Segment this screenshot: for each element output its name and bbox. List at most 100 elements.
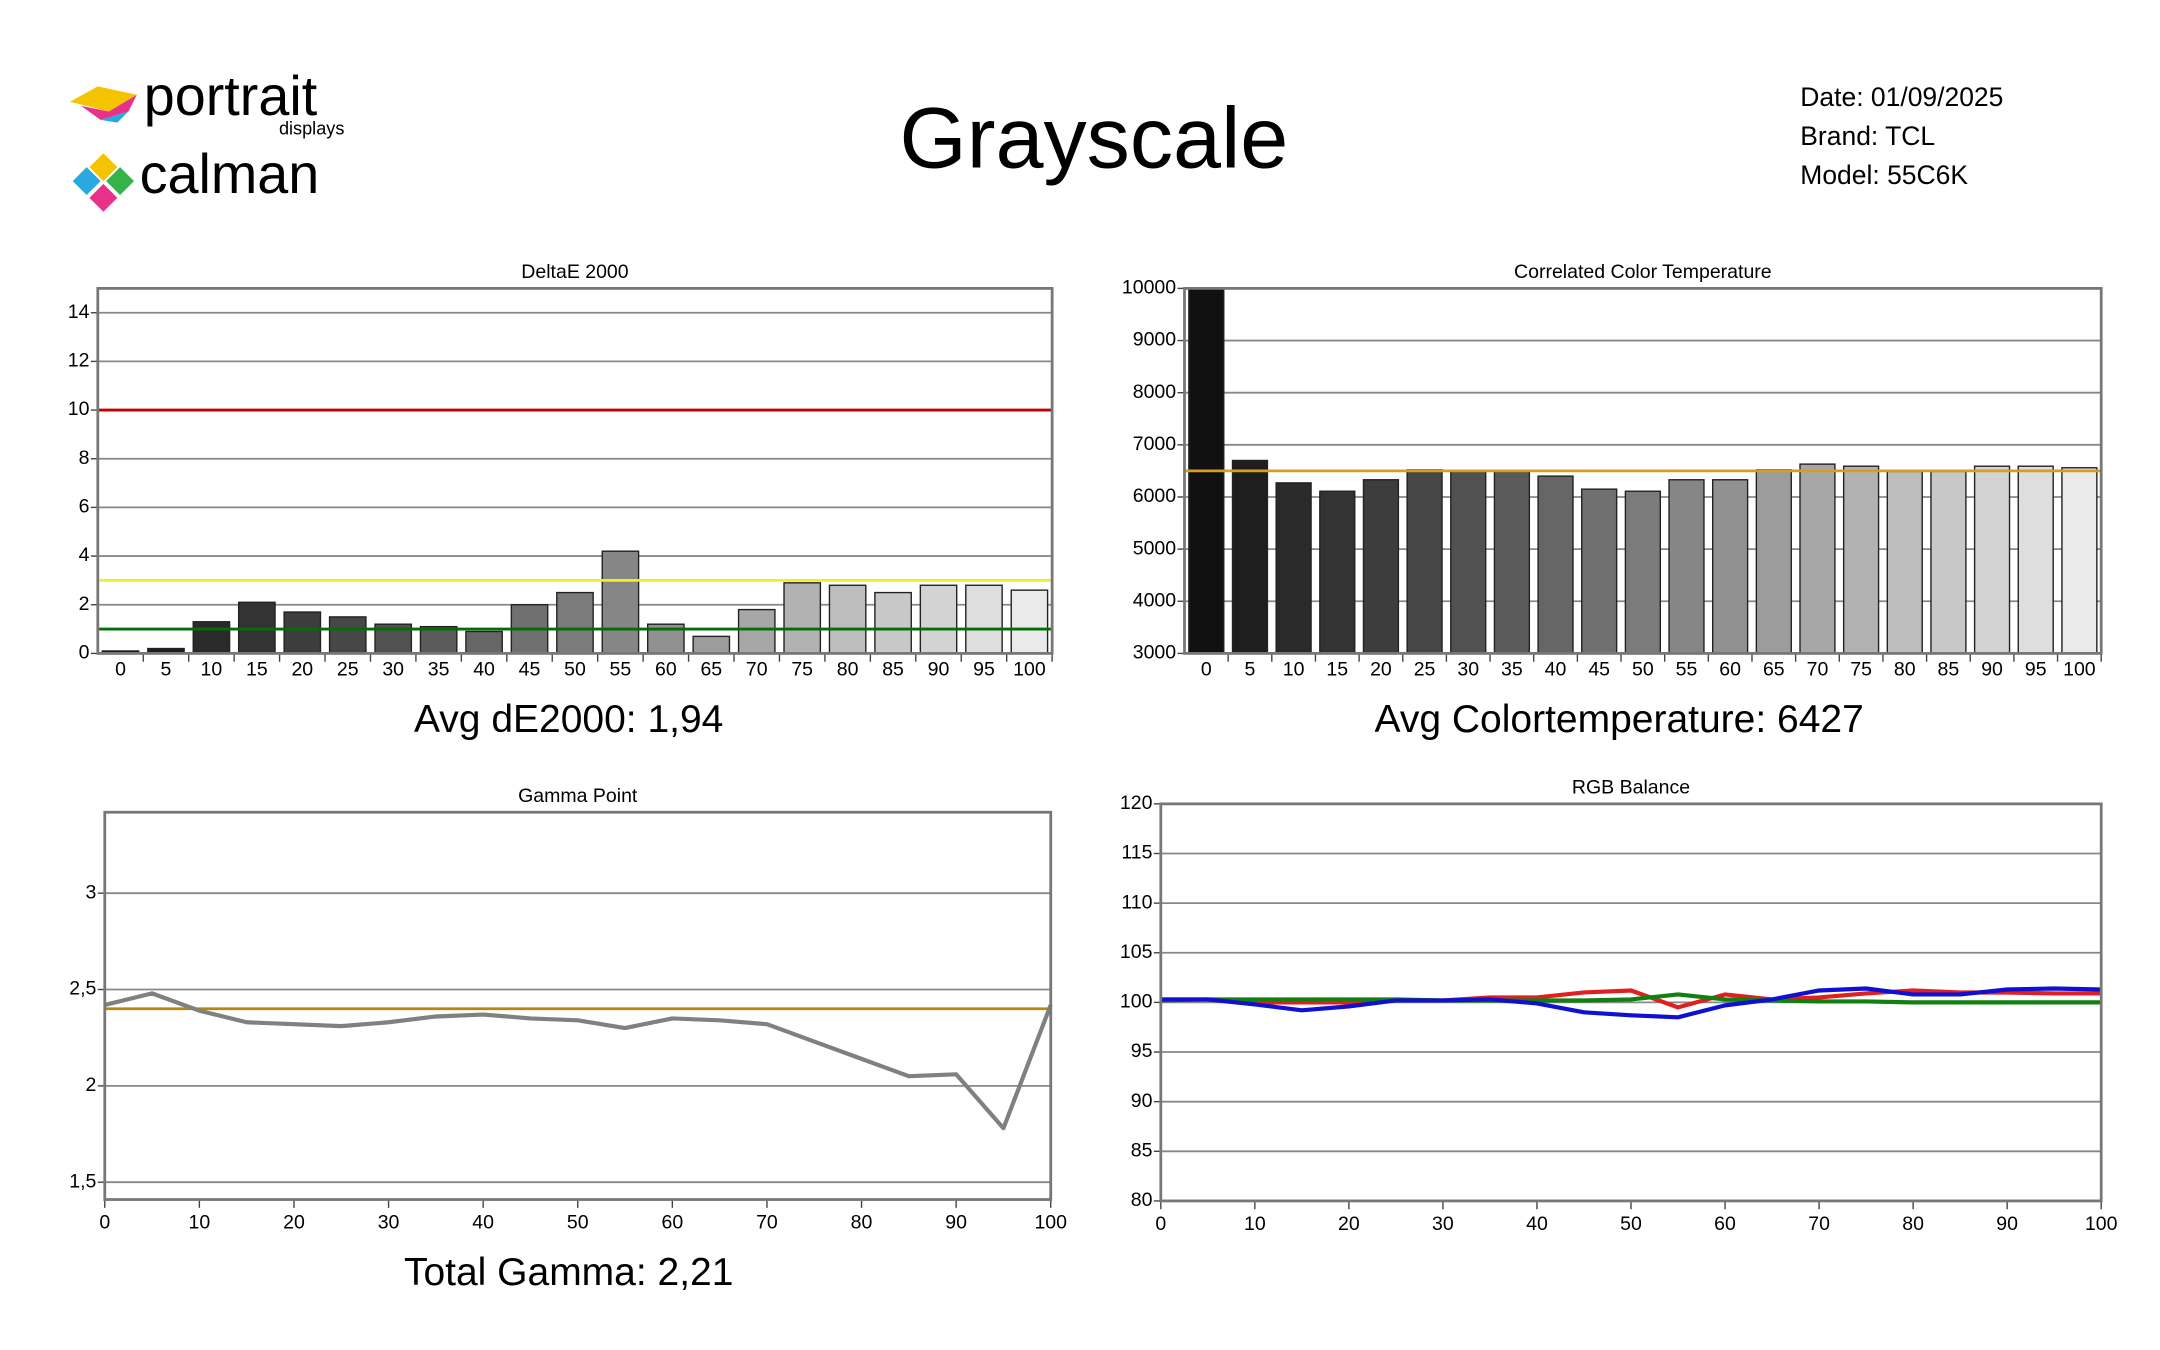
bar [1493, 470, 1531, 655]
x-tick-label: 80 [1902, 1213, 1924, 1235]
data-line [1160, 986, 2102, 1020]
bar [328, 616, 367, 655]
logo-subtext: displays [279, 118, 344, 138]
bar [1755, 469, 1792, 655]
x-tick-label: 10 [189, 1211, 211, 1233]
x-tick-label: 20 [1338, 1213, 1360, 1235]
bar [556, 591, 594, 655]
bar [1624, 490, 1662, 655]
x-tick-label: 20 [291, 658, 313, 680]
bar [1406, 469, 1443, 655]
bar [737, 608, 776, 655]
chart-title: Correlated Color Temperature [1514, 261, 1772, 283]
bar [1450, 470, 1487, 655]
x-tick-label: 90 [1981, 658, 2003, 680]
x-tick-label: 70 [1808, 1213, 1830, 1235]
y-tick-label: 95 [1131, 1040, 1153, 1062]
x-tick-label: 75 [791, 658, 813, 680]
x-tick-label: 85 [882, 658, 904, 680]
bar [1886, 470, 1923, 655]
y-tick-label: 8 [79, 447, 90, 469]
bar [1010, 589, 1049, 655]
page-title: Grayscale [900, 91, 1289, 187]
y-tick-label: 10000 [1122, 277, 1176, 299]
chart-footer: Avg dE2000: 1,94 [414, 698, 723, 741]
y-tick-label: 2 [79, 593, 90, 615]
x-tick-label: 50 [1632, 658, 1654, 680]
x-tick-label: 70 [746, 658, 768, 680]
x-tick-label: 60 [662, 1211, 684, 1233]
x-tick-label: 0 [115, 658, 126, 680]
y-tick-label: 4000 [1133, 589, 1177, 611]
bar [1668, 479, 1705, 655]
x-tick-label: 5 [1245, 658, 1256, 680]
meta-model: Model: 55C6K [1800, 160, 1968, 190]
y-tick-label: 110 [1121, 891, 1152, 913]
x-tick-label: 100 [2063, 658, 2096, 680]
bar [965, 584, 1003, 655]
meta-date: Date: 01/09/2025 [1800, 82, 2003, 112]
y-tick-label: 10 [68, 398, 90, 420]
meta-brand: Brand: TCL [1800, 121, 1935, 151]
y-tick-label: 85 [1131, 1139, 1153, 1161]
x-tick-label: 100 [2085, 1213, 2118, 1235]
plot-frame [96, 286, 1054, 655]
y-tick-label: 90 [1131, 1090, 1153, 1112]
x-tick-label: 0 [99, 1211, 110, 1233]
x-tick-label: 0 [1155, 1213, 1166, 1235]
bar [692, 635, 731, 655]
bar [601, 550, 640, 655]
x-tick-label: 50 [1620, 1213, 1642, 1235]
x-tick-label: 60 [655, 658, 677, 680]
bar [1537, 475, 1574, 655]
bar [1711, 479, 1749, 655]
y-tick-label: 2,5 [69, 978, 96, 1000]
y-tick-label: 8000 [1133, 381, 1177, 403]
x-tick-label: 85 [1938, 658, 1960, 680]
x-tick-label: 25 [337, 658, 359, 680]
y-tick-label: 100 [1120, 991, 1153, 1013]
data-line [1160, 992, 2102, 1005]
x-tick-label: 20 [1370, 658, 1392, 680]
x-tick-label: 80 [1894, 658, 1916, 680]
chart-footer: Total Gamma: 2,21 [404, 1251, 733, 1294]
bar [783, 582, 822, 655]
y-tick-label: 3 [86, 881, 97, 903]
chart-title: Gamma Point [518, 785, 638, 807]
bar [419, 625, 458, 655]
y-tick-label: 3000 [1133, 642, 1177, 664]
logo-text: portrait [144, 65, 318, 127]
x-tick-label: 100 [1034, 1211, 1067, 1233]
x-tick-label: 65 [700, 658, 722, 680]
x-tick-label: 40 [1545, 658, 1567, 680]
x-tick-label: 0 [1201, 658, 1212, 680]
x-tick-label: 45 [1588, 658, 1610, 680]
y-tick-label: 120 [1120, 792, 1153, 814]
y-tick-label: 2 [86, 1074, 97, 1096]
y-tick-label: 6 [79, 496, 90, 518]
x-tick-label: 30 [378, 1211, 400, 1233]
x-tick-label: 75 [1850, 658, 1872, 680]
x-tick-label: 70 [1807, 658, 1829, 680]
x-tick-label: 25 [1414, 658, 1436, 680]
bar [283, 611, 322, 655]
bar [192, 621, 231, 655]
x-tick-label: 40 [473, 658, 495, 680]
x-tick-label: 20 [283, 1211, 305, 1233]
x-tick-label: 90 [928, 658, 950, 680]
y-tick-label: 4 [79, 544, 90, 566]
bar [1842, 465, 1880, 655]
bar [1275, 482, 1312, 655]
bar [828, 584, 867, 655]
x-tick-label: 90 [945, 1211, 967, 1233]
bar [1319, 490, 1356, 655]
x-tick-label: 80 [851, 1211, 873, 1233]
x-tick-label: 60 [1714, 1213, 1736, 1235]
bar [1799, 463, 1836, 655]
x-tick-label: 55 [1676, 658, 1698, 680]
bar [2017, 465, 2054, 655]
x-tick-label: 80 [837, 658, 859, 680]
x-tick-label: 35 [1501, 658, 1523, 680]
x-tick-label: 95 [2025, 658, 2047, 680]
